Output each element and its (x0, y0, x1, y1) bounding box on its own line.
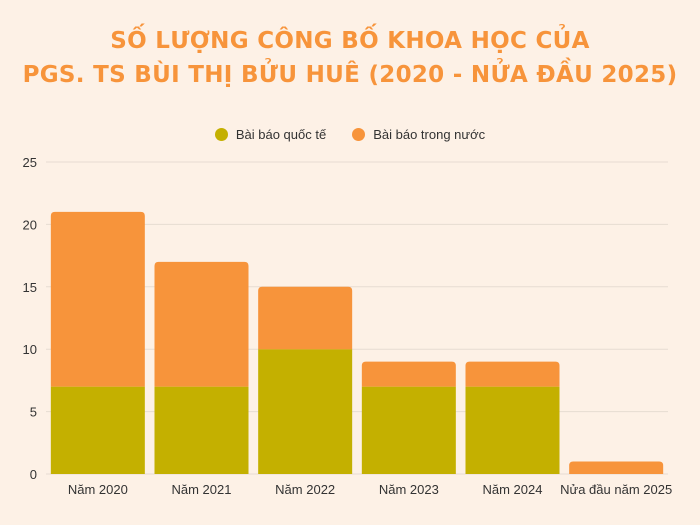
x-tick-label-1: Năm 2021 (172, 482, 232, 497)
chart-title-line-2: PGS. TS BÙI THỊ BỬU HUÊ (2020 - NỬA ĐẦU … (22, 62, 678, 88)
y-tick-label-5: 5 (30, 405, 37, 420)
x-tick-label-4: Năm 2024 (483, 482, 543, 497)
bar-international-4 (465, 386, 560, 474)
bar-domestic-1 (154, 261, 249, 387)
bar-international-2 (258, 349, 353, 474)
bar-domestic-4 (465, 361, 560, 387)
y-tick-label-20: 20 (23, 217, 37, 232)
legend-label-international: Bài báo quốc tế (235, 127, 327, 142)
legend-item-international: Bài báo quốc tế (214, 127, 327, 142)
x-tick-label-2: Năm 2022 (275, 482, 335, 497)
y-tick-label-10: 10 (23, 342, 37, 357)
legend-item-domestic: Bài báo trong nước (352, 127, 485, 142)
bar-international-0 (50, 386, 145, 474)
chart-title-line-1: SỐ LƯỢNG CÔNG BỐ KHOA HỌC CỦA (110, 28, 590, 54)
bar-domestic-0 (50, 211, 145, 387)
bar-domestic-5 (569, 461, 664, 474)
legend-swatch-domestic (352, 128, 366, 141)
chart-legend: Bài báo quốc tế Bài báo trong nước (0, 127, 700, 142)
legend-swatch-international (214, 128, 228, 141)
x-tick-label-3: Năm 2023 (379, 482, 439, 497)
x-tick-label-5: Nửa đầu năm 2025 (560, 482, 672, 497)
bar-domestic-3 (361, 361, 456, 387)
bar-international-3 (361, 386, 456, 474)
x-tick-label-0: Năm 2020 (68, 482, 128, 497)
legend-label-domestic: Bài báo trong nước (373, 127, 486, 142)
bar-international-1 (154, 386, 249, 474)
y-tick-label-0: 0 (30, 467, 37, 482)
chart-title: SỐ LƯỢNG CÔNG BỐ KHOA HỌC CỦA PGS. TS BÙ… (0, 24, 700, 92)
y-tick-label-15: 15 (23, 280, 37, 295)
bar-domestic-2 (258, 286, 353, 350)
y-tick-label-25: 25 (23, 155, 37, 170)
